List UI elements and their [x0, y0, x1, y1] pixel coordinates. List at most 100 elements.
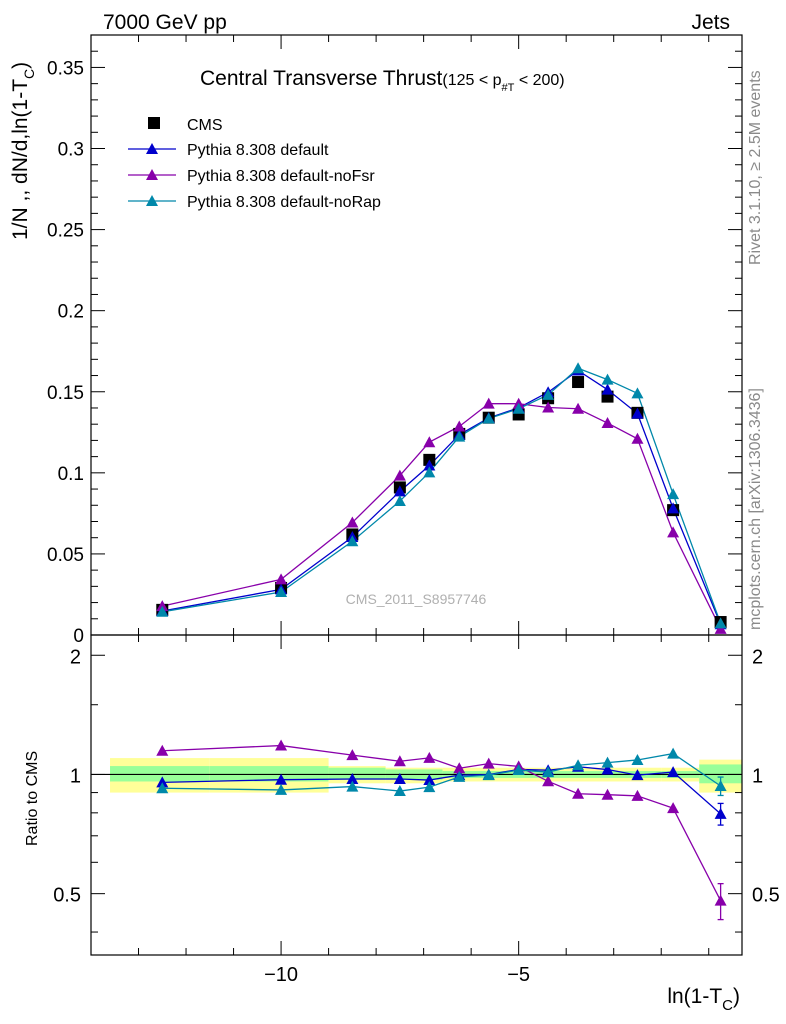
main-point-noRap [482, 412, 495, 424]
ratio-series-line-noFsr [162, 744, 722, 901]
main-point-noFsr [393, 469, 406, 481]
x-tick-label: −5 [507, 964, 530, 986]
main-y-tick-label: 0 [73, 626, 84, 647]
ratio-point-noRap [667, 747, 680, 759]
main-point-cms [572, 376, 585, 389]
ratio-series-line-noRap [162, 752, 721, 792]
ratio-point-noFsr [631, 789, 644, 801]
ratio-point-noFsr [482, 757, 495, 769]
main-plot: 0 0.05 0.1 0.15 0.2 0.25 0.3 0.35 [47, 34, 743, 647]
main-y-axis-label-sub: C [21, 69, 37, 79]
ratio-point-noRap [631, 753, 644, 765]
main-point-noRap [714, 617, 727, 629]
ratio-point-noFsr [572, 787, 585, 799]
ratio-y-tick-label-right: 2 [752, 646, 763, 668]
mcplots-label: mcplots.cern.ch [arXiv:1306.3436] [747, 388, 764, 630]
ratio-point-default [601, 763, 614, 775]
ratio-plot: −10 −5 0.5 0.5 1 1 2 2 [53, 634, 780, 986]
chart-title: Central Transverse Thrust(125 < p#T < 20… [200, 67, 565, 94]
main-point-noFsr [714, 622, 727, 634]
main-y-tick-label: 0.2 [58, 302, 84, 323]
main-point-noFsr [423, 436, 436, 448]
ratio-frame [90, 634, 743, 956]
main-point-noRap [453, 430, 466, 442]
main-point-noFsr [482, 397, 495, 409]
ratio-point-noRap [572, 759, 585, 771]
ratio-point-noRap [275, 783, 288, 795]
ratio-point-noRap [601, 756, 614, 768]
legend-label-default: Pythia 8.308 default [187, 142, 329, 159]
ratio-y-tick-label: 0.5 [53, 885, 81, 907]
ratio-y-tick-label-right: 0.5 [752, 885, 780, 907]
ratio-point-default [667, 766, 680, 778]
ratio-point-noRap [453, 770, 466, 782]
main-point-noRap [601, 373, 614, 385]
main-point-noFsr [542, 401, 555, 413]
ratio-point-default [423, 774, 436, 786]
ratio-point-noRap [393, 785, 406, 797]
main-point-noFsr [572, 402, 585, 414]
ratio-point-noFsr [714, 894, 727, 906]
legend-label-cms: CMS [187, 117, 223, 134]
chart-title-range-sub: #T [502, 82, 515, 94]
x-axis-label-text: ln(1-T [667, 985, 722, 1008]
x-tick-label: −10 [264, 964, 298, 986]
ratio-point-default [631, 769, 644, 781]
main-series-line-noFsr [162, 402, 722, 630]
main-y-axis-label: 1/N ,, dN/d,ln(1-TC) [9, 62, 37, 240]
legend-marker-default [146, 143, 158, 154]
legend-label-norap: Pythia 8.308 default-noRap [187, 194, 381, 211]
ratio-point-default [156, 776, 169, 788]
x-axis-label: ln(1-TC) [667, 985, 740, 1014]
ratio-band-inner [209, 766, 329, 782]
ratio-y-tick-label: 1 [70, 765, 81, 787]
main-point-noRap [156, 605, 169, 617]
ratio-y-tick-label-right: 1 [752, 765, 763, 787]
legend-marker-cms [148, 117, 160, 129]
legend-label-nofsr: Pythia 8.308 default-noFsr [187, 168, 375, 185]
ratio-band-inner [328, 767, 386, 780]
ratio-point-noFsr [423, 751, 436, 763]
ratio-point-noRap [542, 766, 555, 778]
ratio-point-noFsr [156, 744, 169, 756]
ratio-point-noRap [512, 764, 525, 776]
main-point-noFsr [275, 573, 288, 585]
ratio-point-noRap [482, 769, 495, 781]
x-axis-label-end: ) [733, 985, 740, 1008]
main-y-tick-label: 0.1 [58, 464, 84, 485]
analysis-watermark: CMS_2011_S8957746 [346, 591, 487, 607]
ratio-y-axis-label: Ratio to CMS [24, 751, 41, 846]
ratio-point-noFsr [393, 755, 406, 767]
main-y-tick-label: 0.15 [47, 383, 84, 404]
ratio-y-tick-label: 2 [70, 646, 81, 668]
main-y-tick-label: 0.05 [47, 545, 84, 566]
main-point-noFsr [667, 526, 680, 538]
main-point-noRap [542, 388, 555, 400]
main-y-tick-label: 0.3 [58, 140, 84, 161]
x-axis-label-sub: C [722, 997, 733, 1014]
ratio-point-noFsr [542, 775, 555, 787]
main-point-noFsr [453, 420, 466, 432]
main-point-default [423, 459, 436, 471]
main-point-noRap [275, 586, 288, 598]
ratio-point-noFsr [601, 788, 614, 800]
main-point-noFsr [631, 432, 644, 444]
main-point-noRap [667, 488, 680, 500]
chart-title-main: Central Transverse Thrust [200, 67, 443, 90]
main-point-noRap [512, 402, 525, 414]
main-y-tick-label: 0.25 [47, 221, 84, 242]
legend-marker-norap [146, 195, 158, 206]
main-point-default [601, 383, 614, 395]
main-y-axis-label-text: 1/N ,, dN/d,ln(1-T [9, 79, 32, 240]
header-energy: 7000 GeV pp [103, 11, 227, 34]
main-point-noRap [631, 387, 644, 399]
rivet-label: Rivet 3.1.10, ≥ 2.5M events [747, 70, 764, 265]
main-point-noRap [393, 495, 406, 507]
main-point-noFsr [601, 417, 614, 429]
ratio-point-noRap [156, 782, 169, 794]
ratio-point-default [275, 773, 288, 785]
main-series-line-noRap [162, 367, 722, 624]
chart-title-range-prefix: (125 < p [442, 72, 501, 89]
main-point-default [667, 502, 680, 514]
